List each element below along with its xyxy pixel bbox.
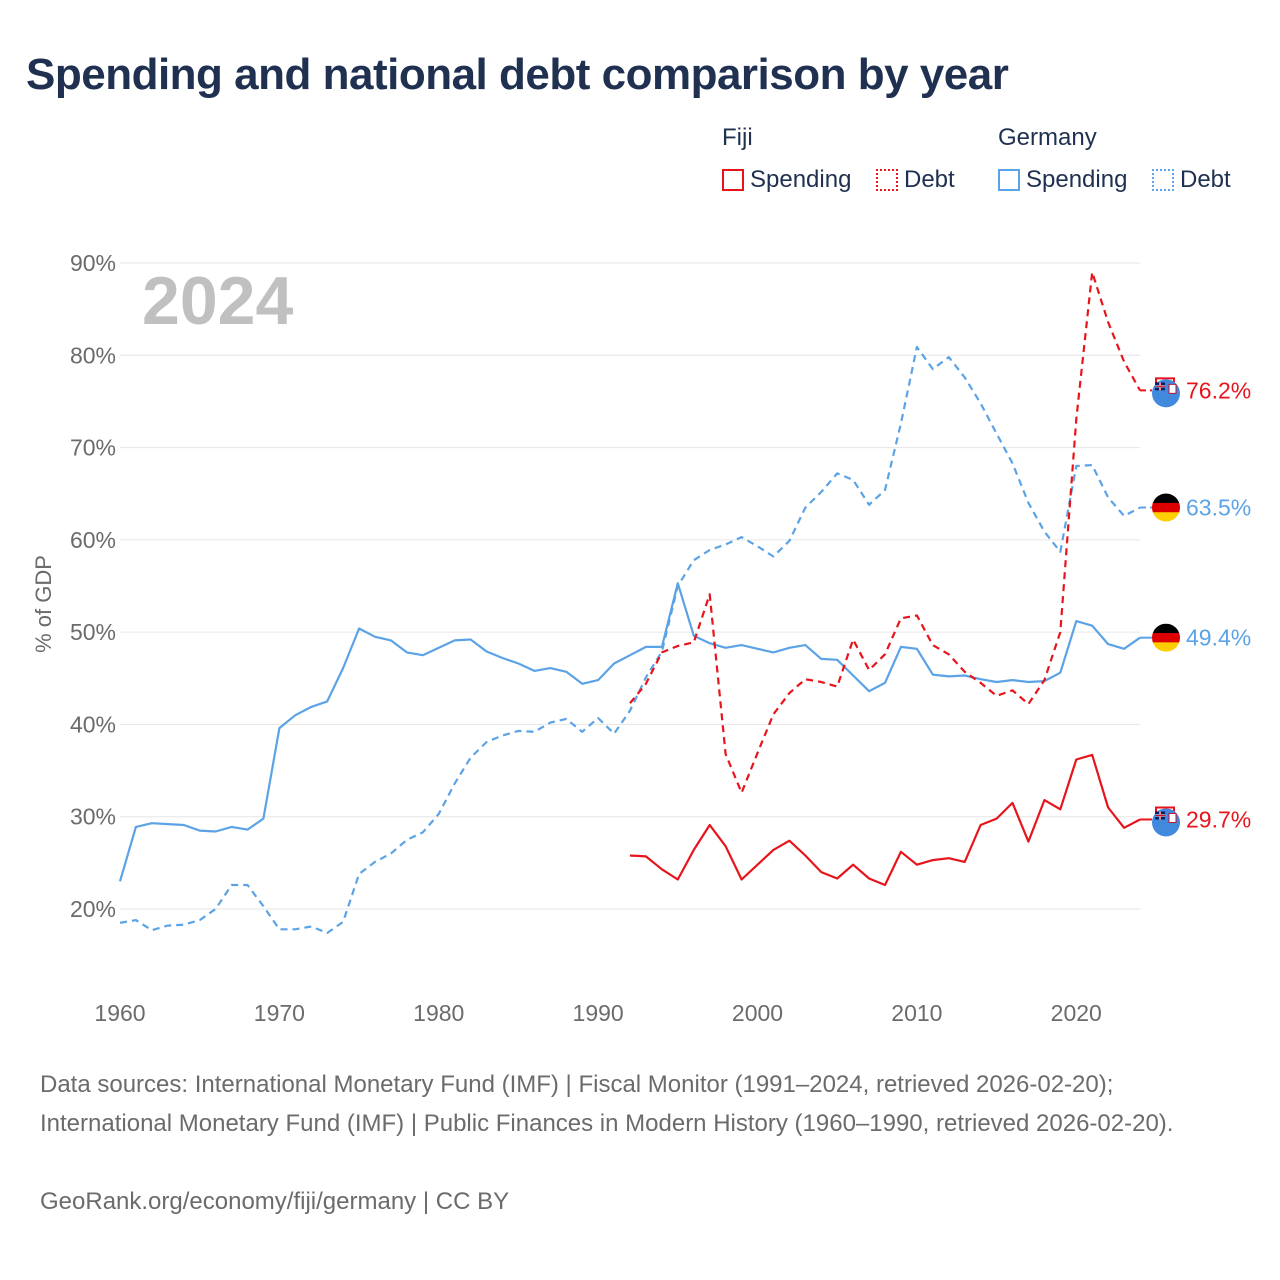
series-line-fiji-debt[interactable]	[629, 271, 1141, 794]
fiji-flag-icon	[1152, 377, 1180, 408]
year-watermark: 2024	[142, 263, 293, 339]
legend-item-germany-debt[interactable]: Debt	[1152, 166, 1231, 194]
series-layer	[118, 271, 1141, 935]
end-label-layer: 49.4% 63.5% 29.7% 76.2%	[1140, 377, 1251, 837]
series-line-fiji-spending[interactable]	[629, 753, 1141, 887]
y-axis-label: % of GDP	[31, 555, 56, 653]
series-line-germany-debt[interactable]	[119, 345, 1141, 935]
y-tick-label: 90%	[70, 250, 116, 276]
legend-item-label: Debt	[1180, 166, 1231, 193]
footer-credit[interactable]: GeoRank.org/economy/fiji/germany | CC BY	[40, 1188, 510, 1215]
x-tick-label: 1990	[573, 1000, 624, 1026]
x-tick-label: 1980	[413, 1000, 464, 1026]
legend-swatch-solid-icon	[722, 169, 744, 191]
series-end-value-label: 76.2%	[1186, 377, 1251, 403]
tick-layer: 20% 30% 40% 50% 60% 70% 80% 90% 1960 1970 1980 1990…	[70, 250, 1102, 1026]
legend-item-label: Spending	[750, 166, 852, 193]
y-tick-label: 60%	[70, 527, 116, 553]
fiji-flag-icon	[1152, 806, 1180, 837]
footer-sources: Data sources: International Monetary Fun…	[40, 1071, 1174, 1137]
y-tick-label: 30%	[70, 804, 116, 830]
legend-group-fiji: Fiji	[722, 124, 753, 151]
grid-layer	[120, 262, 1140, 910]
legend-swatch-dotted-icon	[876, 169, 898, 191]
series-end-value-label: 29.7%	[1186, 806, 1251, 832]
x-tick-label: 2000	[732, 1000, 783, 1026]
series-line-germany-spending[interactable]	[118, 582, 1141, 882]
legend-item-label: Spending	[1026, 166, 1128, 193]
page-title: Spending and national debt comparison by…	[26, 50, 1009, 99]
x-tick-label: 1960	[94, 1000, 145, 1026]
germany-flag-icon	[1152, 493, 1180, 522]
y-tick-label: 80%	[70, 342, 116, 368]
legend-group-germany: Germany	[998, 124, 1097, 151]
series-end-value-label: 49.4%	[1186, 625, 1251, 651]
y-tick-label: 50%	[70, 619, 116, 645]
y-tick-label: 70%	[70, 435, 116, 461]
line-chart: 20% 30% 40% 50% 60% 70% 80% 90% 1960 1970 1980 1990…	[31, 250, 1251, 1026]
y-tick-label: 20%	[70, 896, 116, 922]
germany-flag-icon	[1152, 623, 1180, 652]
legend-swatch-dotted-icon	[1152, 169, 1174, 191]
x-tick-label: 1970	[254, 1000, 305, 1026]
legend-item-fiji-spending[interactable]: Spending	[722, 166, 851, 194]
legend-swatch-solid-icon	[998, 169, 1020, 191]
legend-item-label: Debt	[904, 166, 955, 193]
legend-item-fiji-debt[interactable]: Debt	[876, 166, 955, 194]
y-tick-label: 40%	[70, 711, 116, 737]
x-tick-label: 2010	[891, 1000, 942, 1026]
legend-item-germany-spending[interactable]: Spending	[998, 166, 1127, 194]
x-tick-label: 2020	[1051, 1000, 1102, 1026]
series-end-value-label: 63.5%	[1186, 495, 1251, 521]
